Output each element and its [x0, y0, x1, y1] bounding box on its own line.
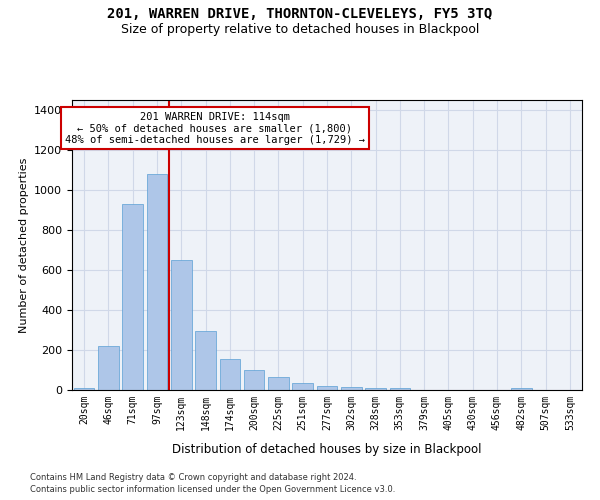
Bar [74, 388, 94, 390]
Text: Distribution of detached houses by size in Blackpool: Distribution of detached houses by size … [172, 442, 482, 456]
Text: 201 WARREN DRIVE: 114sqm
← 50% of detached houses are smaller (1,800)
48% of sem: 201 WARREN DRIVE: 114sqm ← 50% of detach… [65, 112, 365, 145]
Text: 201, WARREN DRIVE, THORNTON-CLEVELEYS, FY5 3TQ: 201, WARREN DRIVE, THORNTON-CLEVELEYS, F… [107, 8, 493, 22]
Bar [146, 174, 167, 390]
Bar [341, 387, 362, 390]
Bar [389, 388, 410, 390]
Bar [195, 331, 216, 390]
Bar [98, 346, 119, 390]
Text: Contains public sector information licensed under the Open Government Licence v3: Contains public sector information licen… [30, 485, 395, 494]
Bar [292, 383, 313, 390]
Bar [268, 377, 289, 390]
Bar [365, 388, 386, 390]
Bar [244, 370, 265, 390]
Y-axis label: Number of detached properties: Number of detached properties [19, 158, 29, 332]
Bar [511, 388, 532, 390]
Bar [122, 204, 143, 390]
Bar [317, 386, 337, 390]
Text: Contains HM Land Registry data © Crown copyright and database right 2024.: Contains HM Land Registry data © Crown c… [30, 472, 356, 482]
Bar [220, 359, 240, 390]
Bar [171, 260, 191, 390]
Text: Size of property relative to detached houses in Blackpool: Size of property relative to detached ho… [121, 22, 479, 36]
